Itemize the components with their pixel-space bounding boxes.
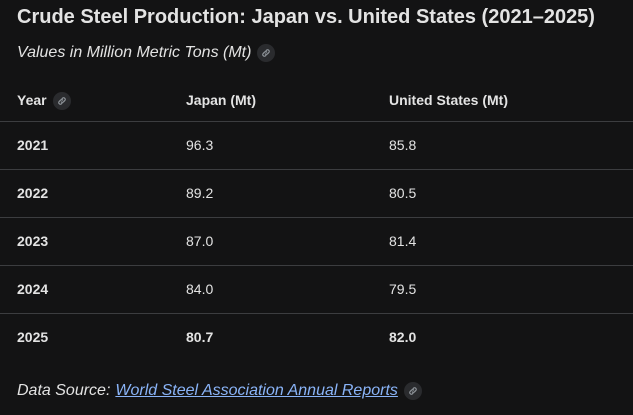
cell-year: 2021 <box>17 137 49 153</box>
table-header-row: Year Japan (Mt) United States (Mt) <box>0 80 633 122</box>
table-row: 2021 96.3 85.8 <box>0 122 633 170</box>
header-cell-year: Year <box>17 80 71 121</box>
link-icon[interactable] <box>52 91 71 110</box>
table-row: 2025 80.7 82.0 <box>0 314 633 361</box>
cell-japan: 84.0 <box>186 281 214 297</box>
header-cell-japan: Japan (Mt) <box>186 92 256 108</box>
data-source-link[interactable]: World Steel Association Annual Reports <box>115 382 398 399</box>
header-year-label: Year <box>17 92 47 108</box>
cell-japan: 80.7 <box>186 329 214 345</box>
table-row: 2022 89.2 80.5 <box>0 170 633 218</box>
cell-us: 79.5 <box>389 281 417 297</box>
cell-japan: 89.2 <box>186 185 214 201</box>
link-icon[interactable] <box>257 44 276 62</box>
link-icon[interactable] <box>403 382 422 400</box>
cell-us: 81.4 <box>389 233 417 249</box>
cell-year: 2022 <box>17 185 49 201</box>
subtitle-text: Values in Million Metric Tons (Mt) <box>17 44 252 61</box>
data-source-footer: Data Source: World Steel Association Ann… <box>17 379 422 403</box>
cell-us: 85.8 <box>389 137 417 153</box>
table-row: 2023 87.0 81.4 <box>0 218 633 266</box>
footer-label: Data Source: <box>17 382 111 399</box>
header-cell-us: United States (Mt) <box>389 92 508 108</box>
cell-japan: 96.3 <box>186 137 214 153</box>
cell-us: 80.5 <box>389 185 417 201</box>
subtitle: Values in Million Metric Tons (Mt) <box>17 42 276 64</box>
table-row: 2024 84.0 79.5 <box>0 266 633 314</box>
cell-year: 2023 <box>17 233 49 249</box>
cell-year: 2025 <box>17 329 49 345</box>
cell-japan: 87.0 <box>186 233 214 249</box>
cell-year: 2024 <box>17 281 49 297</box>
cell-us: 82.0 <box>389 329 417 345</box>
page-title: Crude Steel Production: Japan vs. United… <box>17 6 595 28</box>
data-table: Year Japan (Mt) United States (Mt) 2021 … <box>0 80 633 361</box>
